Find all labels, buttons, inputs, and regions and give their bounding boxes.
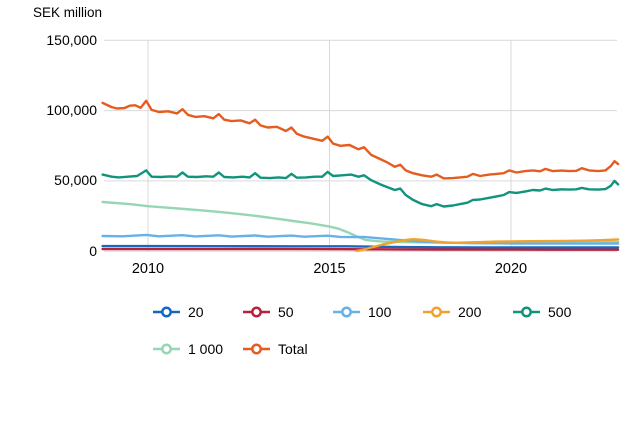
legend-label: 20 [188, 303, 204, 320]
legend-label: 200 [458, 303, 482, 320]
series-line-200 [355, 238, 620, 253]
legend-label: Total [278, 340, 308, 357]
legend-item-20[interactable]: 20 [153, 302, 243, 321]
y-tick-label: 150,000 [46, 31, 97, 48]
series-line-20 [101, 244, 620, 249]
chart-title: SEK million [33, 5, 103, 20]
legend-marker-icon [153, 306, 180, 317]
legend-marker-icon [513, 306, 540, 317]
legend-item-100[interactable]: 100 [333, 302, 423, 321]
legend-row-1: 20 50 100 200 500 [153, 302, 571, 321]
series-line-50 [101, 247, 620, 251]
legend-label: 1 000 [188, 340, 224, 357]
series-line-Total [101, 99, 620, 180]
x-tick-label: 2010 [131, 261, 165, 277]
legend-marker-icon [243, 343, 270, 354]
legend-item-1000[interactable]: 1 000 [153, 339, 243, 358]
series-line-500 [101, 169, 620, 208]
legend-marker-icon [333, 306, 360, 317]
legend-label: 50 [278, 303, 294, 320]
legend-row-2: 1 000 Total [153, 339, 308, 358]
y-tick-label: 100,000 [46, 102, 97, 119]
y-tick-label: 0 [89, 242, 97, 259]
x-tick-label: 2015 [313, 261, 346, 277]
x-tick-label: 2020 [494, 261, 528, 277]
y-tick-label: 50,000 [54, 172, 97, 189]
legend-item-200[interactable]: 200 [423, 302, 513, 321]
legend-marker-icon [243, 306, 270, 317]
line-chart-plot-area [101, 39, 620, 253]
legend-item-500[interactable]: 500 [513, 302, 571, 321]
legend-marker-icon [423, 306, 450, 317]
legend-label: 100 [368, 303, 392, 320]
legend-item-Total[interactable]: Total [243, 339, 308, 358]
legend-item-50[interactable]: 50 [243, 302, 333, 321]
legend-marker-icon [153, 343, 180, 354]
legend-label: 500 [548, 303, 572, 320]
